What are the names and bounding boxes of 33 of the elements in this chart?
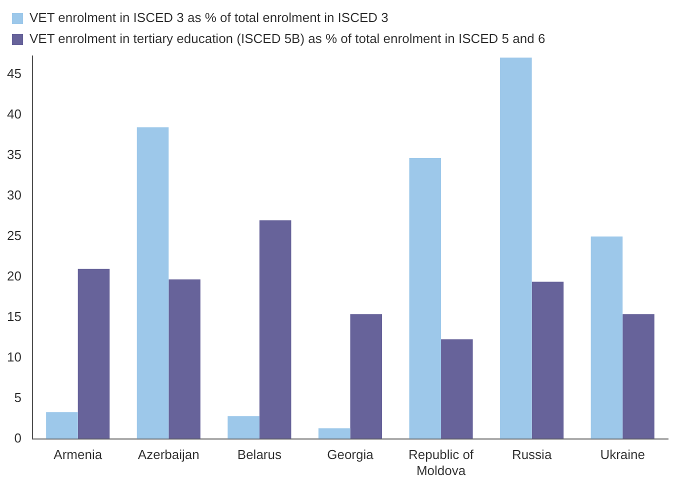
- x-tick-label: Georgia: [327, 447, 374, 462]
- y-tick-label: 45: [6, 66, 22, 82]
- x-tick-label: Belarus: [237, 447, 282, 462]
- bar: [259, 220, 292, 439]
- legend-label: VET enrolment in tertiary education (ISCED 5B) as % of total enrolment in ISCED 5 and 6: [30, 31, 546, 46]
- bar: [350, 314, 382, 439]
- y-tick-label: 30: [6, 188, 22, 203]
- x-tick-label: Republic of Moldova: [408, 447, 474, 478]
- bar: [318, 428, 350, 439]
- y-tick-label: 10: [6, 349, 22, 364]
- bar: [622, 314, 654, 439]
- y-tick-label: 35: [6, 147, 22, 162]
- bar: [409, 158, 442, 439]
- x-tick-label: Russia: [512, 447, 552, 462]
- x-tick-label: Azerbaijan: [138, 447, 200, 462]
- bar: [590, 236, 623, 439]
- y-tick-label: 20: [6, 268, 22, 284]
- bar: [500, 58, 532, 439]
- legend-label: VET enrolment in ISCED 3 as % of total enrolment in ISCED 3: [30, 10, 388, 26]
- y-tick-label: 0: [14, 430, 22, 446]
- bar: [441, 339, 473, 439]
- y-tick-label: 5: [14, 390, 22, 405]
- bar: [532, 282, 564, 439]
- bar: [78, 268, 110, 439]
- x-tick-label: Armenia: [54, 447, 103, 462]
- x-tick-label: Ukraine: [600, 447, 646, 462]
- bar: [228, 416, 260, 439]
- bar: [168, 279, 200, 439]
- bar: [46, 412, 78, 439]
- y-tick-label: 15: [6, 308, 22, 324]
- y-tick-label: 40: [6, 106, 22, 122]
- y-tick-label: 25: [6, 228, 22, 244]
- bar: [136, 127, 169, 439]
